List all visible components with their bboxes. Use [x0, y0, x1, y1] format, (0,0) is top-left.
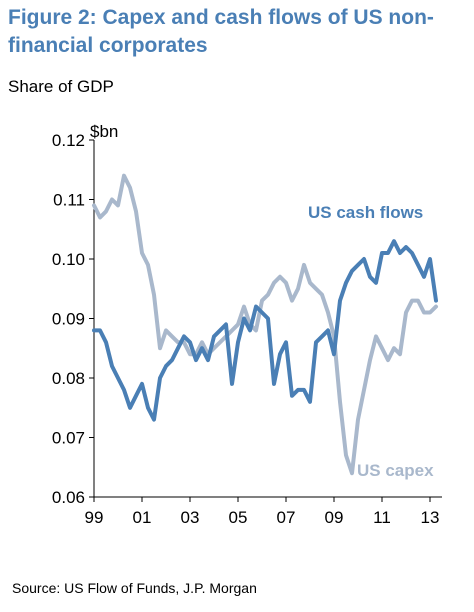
y-tick-label: 0.12 — [52, 131, 85, 150]
x-tick-label: 99 — [85, 508, 104, 527]
unit-label: $bn — [90, 122, 118, 141]
x-tick-label: 03 — [181, 508, 200, 527]
y-tick-label: 0.08 — [52, 369, 85, 388]
chart-subtitle: Share of GDP — [8, 77, 114, 96]
x-axis: 99 01 03 05 07 09 11 13 — [85, 496, 442, 527]
series-label-capex: US capex — [357, 461, 434, 480]
y-tick-label: 0.06 — [52, 488, 85, 507]
series-lines — [92, 173, 438, 476]
x-tick-label: 07 — [277, 508, 296, 527]
x-tick-label: 05 — [229, 508, 248, 527]
x-tick-label: 09 — [325, 508, 344, 527]
y-axis: 0.12 0.11 0.10 0.09 0.08 0.07 0.06 — [52, 131, 95, 507]
series-line-cash-flows — [92, 239, 438, 422]
y-tick-label: 0.11 — [53, 191, 85, 210]
y-tick-label: 0.07 — [52, 429, 85, 448]
y-tick-label: 0.10 — [52, 250, 85, 269]
series-line-capex — [92, 173, 438, 476]
chart-title: Figure 2: Capex and cash flows of US non… — [8, 6, 434, 57]
x-tick-label: 11 — [373, 508, 391, 527]
series-label-cash-flows: US cash flows — [308, 203, 423, 222]
x-tick-label: 13 — [421, 508, 440, 527]
x-tick-label: 01 — [133, 508, 152, 527]
y-tick-label: 0.09 — [52, 310, 85, 329]
source-note: Source: US Flow of Funds, J.P. Morgan — [12, 580, 257, 596]
